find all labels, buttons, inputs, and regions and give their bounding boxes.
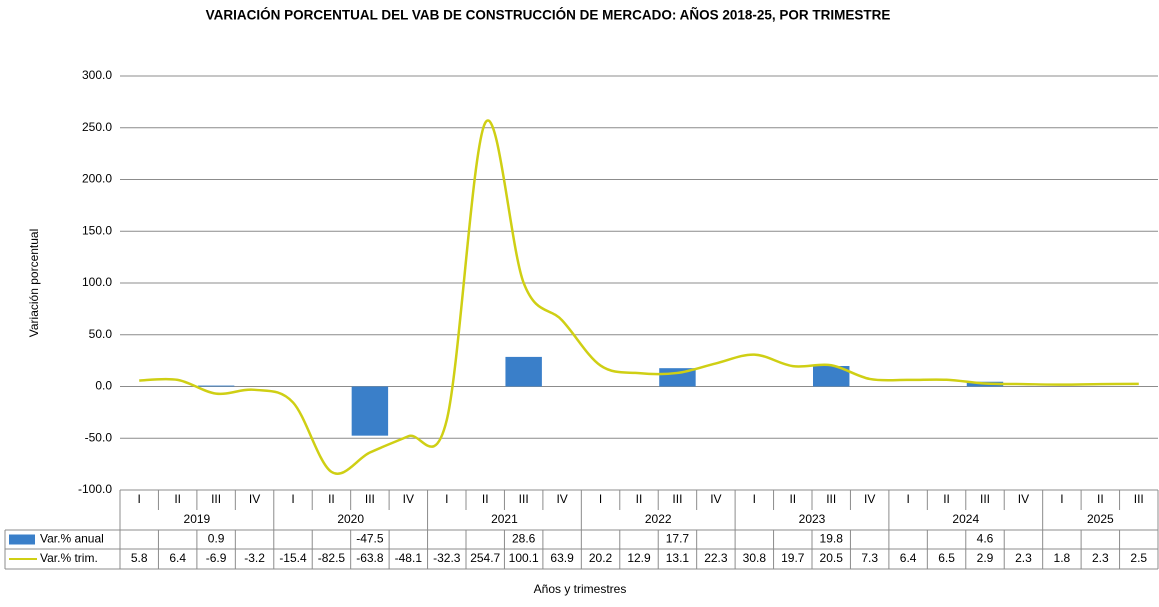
x-tick-label: II bbox=[636, 492, 643, 506]
table-value: 254.7 bbox=[470, 551, 500, 565]
year-label: 2024 bbox=[952, 512, 979, 526]
bar bbox=[505, 356, 542, 387]
x-tick-label: II bbox=[482, 492, 489, 506]
x-tick-label: II bbox=[943, 492, 950, 506]
bar bbox=[197, 385, 235, 387]
table-value: -32.3 bbox=[433, 551, 461, 565]
x-tick-label: III bbox=[980, 492, 990, 506]
year-label: 2022 bbox=[645, 512, 672, 526]
legend-swatch bbox=[9, 534, 35, 545]
table-value: 1.8 bbox=[1054, 551, 1071, 565]
x-tick-label: IV bbox=[710, 492, 721, 506]
table-value: 6.5 bbox=[938, 551, 955, 565]
table-value: 30.8 bbox=[743, 551, 767, 565]
table-value: 6.4 bbox=[169, 551, 186, 565]
y-tick-label: -50.0 bbox=[85, 430, 113, 444]
y-tick-label: -100.0 bbox=[78, 482, 112, 496]
table-value: 4.6 bbox=[977, 532, 994, 546]
x-tick-label: II bbox=[174, 492, 181, 506]
x-tick-label: IV bbox=[1018, 492, 1029, 506]
table-value: 5.8 bbox=[131, 551, 148, 565]
x-tick-label: IV bbox=[864, 492, 875, 506]
table-value: 28.6 bbox=[512, 532, 536, 546]
y-tick-label: 200.0 bbox=[82, 172, 112, 186]
table-value: 0.9 bbox=[208, 532, 225, 546]
y-tick-label: 150.0 bbox=[82, 223, 112, 237]
x-tick-label: III bbox=[519, 492, 529, 506]
table-value: 2.3 bbox=[1092, 551, 1109, 565]
table-value: 19.7 bbox=[781, 551, 805, 565]
x-tick-label: III bbox=[1134, 492, 1144, 506]
x-tick-label: IV bbox=[556, 492, 567, 506]
year-label: 2019 bbox=[184, 512, 211, 526]
year-label: 2025 bbox=[1087, 512, 1114, 526]
legend-label: Var.% anual bbox=[40, 532, 104, 546]
x-tick-label: II bbox=[789, 492, 796, 506]
x-tick-label: IV bbox=[249, 492, 260, 506]
table-value: 17.7 bbox=[666, 532, 690, 546]
x-axis-label: Años y trimestres bbox=[534, 582, 627, 596]
y-tick-label: 0.0 bbox=[95, 379, 112, 393]
table-value: 19.8 bbox=[820, 532, 844, 546]
table-value: 63.9 bbox=[550, 551, 574, 565]
x-tick-label: III bbox=[826, 492, 836, 506]
table-value: 2.5 bbox=[1130, 551, 1147, 565]
table-value: -3.2 bbox=[244, 551, 265, 565]
year-label: 2021 bbox=[491, 512, 518, 526]
table-value: -48.1 bbox=[395, 551, 423, 565]
table-value: -15.4 bbox=[279, 551, 307, 565]
line bbox=[139, 119, 1139, 475]
y-tick-label: 250.0 bbox=[82, 120, 112, 134]
table-value: 100.1 bbox=[509, 551, 539, 565]
y-tick-label: 100.0 bbox=[82, 275, 112, 289]
x-tick-label: II bbox=[1097, 492, 1104, 506]
y-tick-label: 300.0 bbox=[82, 68, 112, 82]
x-tick-label: II bbox=[328, 492, 335, 506]
table-value: -6.9 bbox=[206, 551, 227, 565]
chart-title: VARIACIÓN PORCENTUAL DEL VAB DE CONSTRUC… bbox=[206, 8, 891, 23]
year-label: 2020 bbox=[337, 512, 364, 526]
x-tick-label: I bbox=[753, 492, 756, 506]
table-value: 22.3 bbox=[704, 551, 728, 565]
x-tick-label: I bbox=[138, 492, 141, 506]
table-value: 13.1 bbox=[666, 551, 690, 565]
year-label: 2023 bbox=[799, 512, 826, 526]
table-value: 12.9 bbox=[627, 551, 651, 565]
bar bbox=[813, 366, 850, 387]
table-value: 20.2 bbox=[589, 551, 613, 565]
table-value: 20.5 bbox=[820, 551, 844, 565]
legend-label: Var.% trim. bbox=[40, 551, 98, 565]
x-tick-label: III bbox=[672, 492, 682, 506]
x-tick-label: I bbox=[906, 492, 909, 506]
y-axis-label: Variación porcentual bbox=[27, 229, 41, 338]
x-tick-label: I bbox=[1060, 492, 1063, 506]
table-value: 6.4 bbox=[900, 551, 917, 565]
x-tick-label: I bbox=[599, 492, 602, 506]
y-tick-label: 50.0 bbox=[89, 327, 113, 341]
x-tick-label: I bbox=[291, 492, 294, 506]
table-value: -47.5 bbox=[356, 532, 384, 546]
bar bbox=[351, 386, 389, 436]
x-tick-label: I bbox=[445, 492, 448, 506]
table-value: 7.3 bbox=[861, 551, 878, 565]
table-value: 2.3 bbox=[1015, 551, 1032, 565]
x-tick-label: IV bbox=[403, 492, 414, 506]
table-value: -82.5 bbox=[318, 551, 346, 565]
x-tick-label: III bbox=[365, 492, 375, 506]
table-value: 2.9 bbox=[977, 551, 994, 565]
x-tick-label: III bbox=[211, 492, 221, 506]
table-value: -63.8 bbox=[356, 551, 384, 565]
